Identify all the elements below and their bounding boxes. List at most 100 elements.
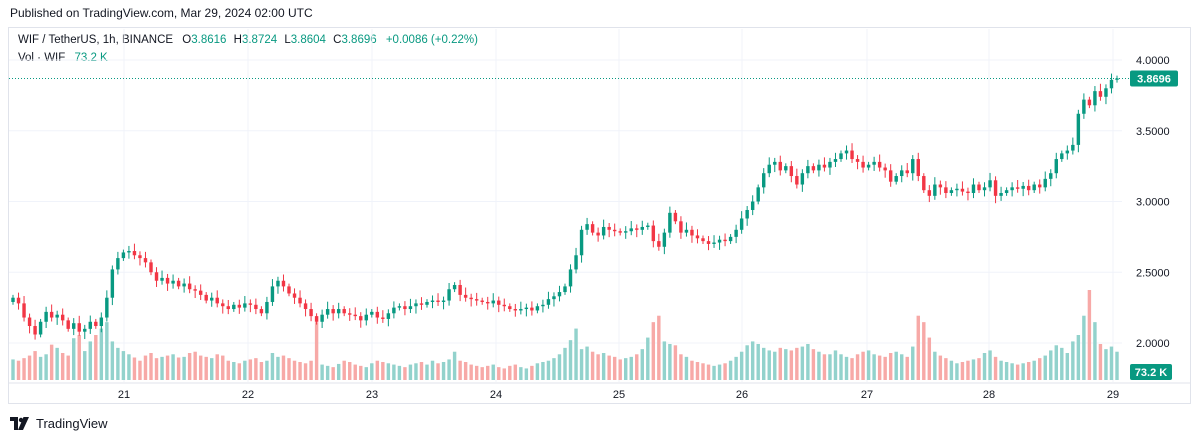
candle-body <box>259 309 264 314</box>
volume-bar <box>452 351 457 380</box>
volume-bar <box>27 355 32 380</box>
candle-body <box>568 269 573 287</box>
candle-body <box>513 309 518 311</box>
candle-body <box>414 303 418 307</box>
volume-bar <box>198 355 203 380</box>
volume-bar <box>16 360 21 380</box>
volume-bar <box>243 360 247 380</box>
candle-body <box>866 164 871 168</box>
candle-body <box>828 161 832 168</box>
candle-body <box>1098 91 1103 97</box>
candle-body <box>629 228 633 232</box>
candle-body <box>739 218 744 230</box>
volume-bar <box>72 338 76 380</box>
volume-bar <box>933 351 937 380</box>
high-value: 3.8724 <box>241 34 278 46</box>
volume-bar <box>800 346 805 380</box>
volume-bar <box>679 354 683 380</box>
volume-bar <box>717 364 722 380</box>
volume-bar <box>684 356 689 380</box>
volume-bar <box>530 365 534 380</box>
symbol-label: WIF / TetherUS, 1h, BINANCE <box>18 34 174 46</box>
open-label: O <box>182 34 192 46</box>
candle-body <box>149 262 153 273</box>
volume-bar <box>99 328 104 380</box>
volume-bar <box>463 362 468 380</box>
candle-body <box>342 309 346 314</box>
volume-bar <box>210 358 214 380</box>
candle-body <box>430 300 435 302</box>
candle-body <box>971 184 976 194</box>
volume-bar <box>1060 347 1064 380</box>
volume-bar <box>839 354 843 380</box>
candle-body <box>88 321 92 329</box>
volume-bar <box>364 367 368 380</box>
volume-bar <box>397 365 402 380</box>
volume-bar <box>888 353 893 380</box>
volume-bar <box>811 349 816 380</box>
volume-bar <box>121 351 126 380</box>
x-tick-label: 21 <box>118 389 130 401</box>
candle-body <box>651 225 656 242</box>
volume-legend: Vol · WIF 73.2 K <box>18 52 108 64</box>
candle-body <box>933 184 937 196</box>
candle-body <box>425 301 429 305</box>
volume-bar <box>480 367 484 380</box>
candle-body <box>767 164 771 174</box>
volume-bar <box>83 351 87 380</box>
volume-bar <box>828 354 832 380</box>
volume-bar <box>309 360 313 380</box>
volume-bar <box>248 359 253 380</box>
volume-bar <box>535 363 540 380</box>
volume-bar <box>270 353 275 380</box>
candle-body <box>607 226 611 230</box>
x-tick-label: 23 <box>366 389 378 401</box>
candle-body <box>392 307 396 314</box>
candle-body <box>960 188 965 192</box>
volume-bar <box>519 367 523 380</box>
candle-body <box>635 228 639 230</box>
candle-body <box>911 159 915 174</box>
volume-bar <box>425 364 429 380</box>
candle-body <box>557 292 562 297</box>
volume-bar <box>999 360 1003 380</box>
candle-body <box>585 224 589 230</box>
candle-body <box>734 229 738 237</box>
volume-bar <box>1032 360 1036 380</box>
volume-bar <box>154 358 159 380</box>
candle-body <box>232 304 236 310</box>
volume-bar <box>635 354 639 380</box>
volume-bar <box>1043 355 1047 380</box>
candle-body <box>778 161 782 171</box>
candle-body <box>1115 78 1119 80</box>
candle-body <box>303 303 308 310</box>
candle-body <box>955 188 959 191</box>
volume-bar <box>618 359 622 380</box>
volume-bar <box>877 355 882 380</box>
volume-bar <box>1082 315 1086 380</box>
volume-bar <box>971 359 976 380</box>
candle-body <box>922 176 926 191</box>
volume-bar <box>77 335 81 380</box>
candle-body <box>215 297 219 304</box>
candle-body <box>944 187 948 194</box>
candle-body <box>469 297 473 300</box>
candle-body <box>127 251 131 253</box>
volume-bar <box>408 364 413 380</box>
volume-bar <box>806 344 810 380</box>
x-tick-label: 26 <box>736 389 748 401</box>
candle-body <box>182 283 186 287</box>
volume-bar <box>254 358 258 380</box>
volume-bar <box>513 364 518 380</box>
close-label: C <box>333 34 342 46</box>
candle-body <box>77 323 81 332</box>
volume-bar <box>486 365 490 380</box>
candle-body <box>1065 150 1070 154</box>
x-tick-label: 29 <box>1107 389 1119 401</box>
candle-body <box>243 303 247 308</box>
candle-body <box>789 166 794 177</box>
volume-bar <box>1087 290 1092 380</box>
volume-bar <box>640 349 644 380</box>
candle-body <box>552 296 556 300</box>
volume-bar <box>668 344 672 380</box>
